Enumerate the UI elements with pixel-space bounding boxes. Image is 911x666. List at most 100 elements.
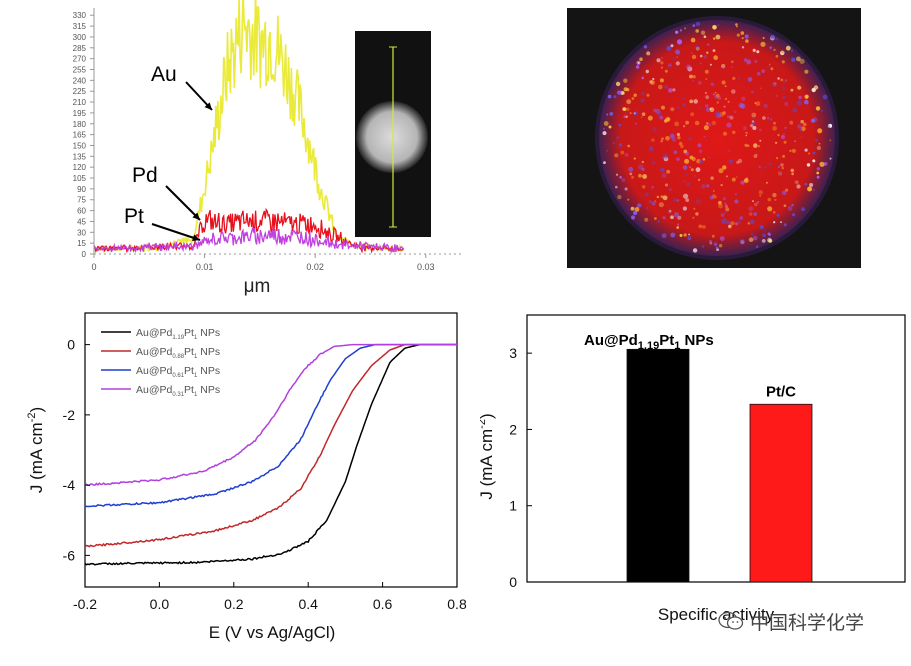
map-speckle [736,25,738,28]
map-speckle [683,149,688,154]
map-speckle [789,120,794,125]
elemental-map-image [567,8,861,268]
edx-y-tick-label: 150 [73,141,87,150]
map-speckle [773,82,777,86]
map-speckle [756,71,761,76]
map-speckle [686,64,691,70]
map-speckle [695,21,701,27]
map-speckle [701,184,706,189]
map-speckle [666,46,672,51]
edx-y-tick-label: 75 [77,196,86,205]
map-speckle [675,61,680,66]
map-speckle [752,115,756,119]
map-speckle [709,241,713,245]
map-speckle [683,180,686,183]
map-speckle [644,192,649,197]
map-speckle [756,88,759,90]
map-speckle [688,136,692,141]
map-speckle [816,175,820,179]
map-speckle [630,215,636,220]
edx-y-tick-label: 225 [73,87,87,96]
map-speckle [721,80,726,85]
map-speckle [626,107,630,112]
map-speckle [776,213,780,217]
lsv-plot-frame [84,312,458,588]
map-speckle [715,246,719,250]
specific-activity-chart: Au@Pd1.19Pt1 NPs Pt/C 0 1 2 3 Specific activit… [476,300,911,661]
map-speckle [637,61,640,64]
map-speckle [739,239,745,245]
map-speckle [704,138,707,141]
map-speckle [647,115,653,121]
map-speckle [734,199,739,204]
map-speckle [692,24,696,27]
map-speckle [777,165,780,169]
map-speckle [692,248,698,253]
map-speckle [691,156,696,162]
lsv-legend-label: Au@Pd0.31Pt1 NPs [136,384,220,398]
map-speckle [670,107,675,112]
edx-y-tick-label: 105 [73,174,87,183]
map-speckle [808,152,811,155]
map-speckle [746,144,750,148]
map-speckle [783,223,787,227]
map-particle-body [599,20,835,256]
map-speckle [616,136,619,140]
map-speckle [820,109,823,112]
map-speckle [645,69,649,74]
map-speckle [697,143,702,148]
map-speckle [816,171,820,175]
map-speckle [652,161,655,165]
map-speckle [719,112,725,117]
map-speckle [618,123,622,127]
map-speckle [646,51,651,56]
map-speckle [677,223,680,226]
map-speckle [800,207,806,212]
map-speckle [792,213,796,217]
map-speckle [622,107,626,111]
map-speckle [691,52,693,54]
map-speckle [715,111,721,116]
map-speckle [768,65,770,68]
map-speckle [704,91,708,95]
map-speckle [708,123,712,127]
map-speckle [739,216,744,220]
map-speckle [773,121,776,125]
map-speckle [627,144,630,148]
map-speckle [685,198,690,203]
map-speckle [752,126,757,130]
map-speckle [756,50,760,54]
map-speckle [751,233,754,236]
map-speckle [652,127,657,132]
map-speckle [666,117,670,121]
map-speckle [635,122,638,125]
map-speckle [732,76,736,80]
lsv-series-1.19 [84,343,457,566]
edx-y-tick-label: 300 [73,33,87,42]
map-speckle [752,48,756,53]
bar-2 [749,403,813,583]
map-speckle [612,142,615,145]
map-speckle [684,158,690,164]
map-speckle [731,60,734,64]
map-speckle [624,187,628,191]
map-speckle [730,221,735,226]
map-speckle [693,175,696,177]
map-speckle [617,194,622,200]
map-speckle [740,31,745,35]
map-speckle [722,111,726,115]
map-speckle [629,172,633,176]
edx-linescan-chart: 0 15 30 45 60 75 90 105 120 135 150 165 180 195 210 225… [0,0,470,300]
map-speckle [677,136,681,140]
map-speckle [752,53,755,55]
map-speckle [755,101,761,106]
map-speckle [718,200,722,205]
map-speckle [641,76,645,80]
map-speckle [723,131,727,136]
map-speckle [741,96,746,101]
map-speckle [720,184,723,187]
map-speckle [617,90,622,95]
edx-y-tick-label: 330 [73,11,87,20]
map-speckle [674,30,679,35]
map-speckle [777,133,780,137]
